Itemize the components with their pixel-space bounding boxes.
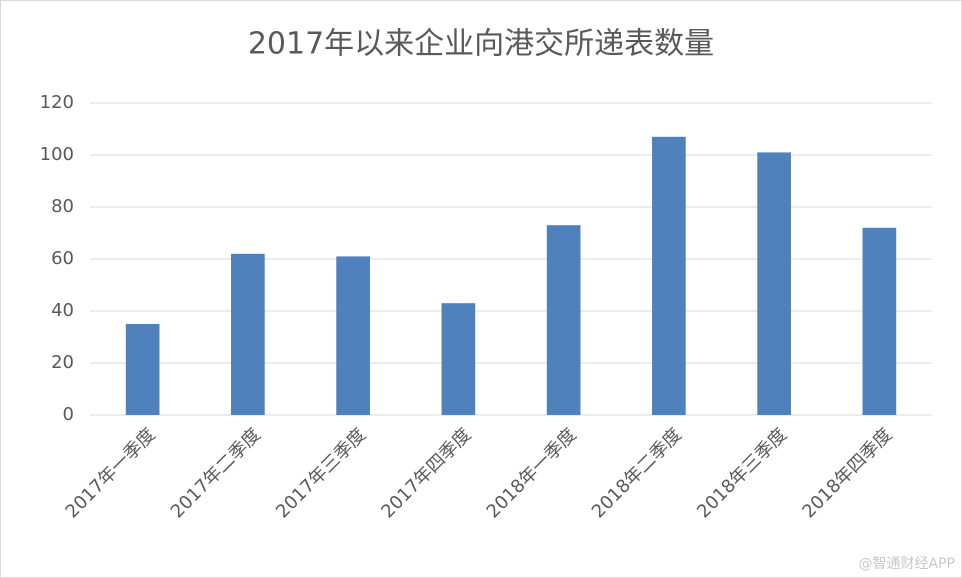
- y-tick-label: 0: [63, 404, 74, 425]
- y-tick-label: 100: [40, 144, 74, 165]
- y-tick-label: 120: [40, 92, 74, 113]
- bar: [652, 136, 686, 416]
- y-tick-label: 20: [51, 352, 74, 373]
- bar: [336, 256, 370, 415]
- watermark: @智通财经APP: [859, 556, 955, 572]
- bar: [546, 225, 581, 415]
- y-tick-label: 60: [51, 248, 74, 269]
- chart-title: 2017年以来企业向港交所递表数量: [248, 27, 714, 62]
- bar: [757, 152, 791, 415]
- bar: [441, 303, 476, 415]
- bar: [862, 227, 897, 415]
- bar: [125, 324, 160, 415]
- y-tick-label: 40: [51, 300, 74, 321]
- bar: [231, 253, 265, 415]
- y-tick-label: 80: [51, 196, 74, 217]
